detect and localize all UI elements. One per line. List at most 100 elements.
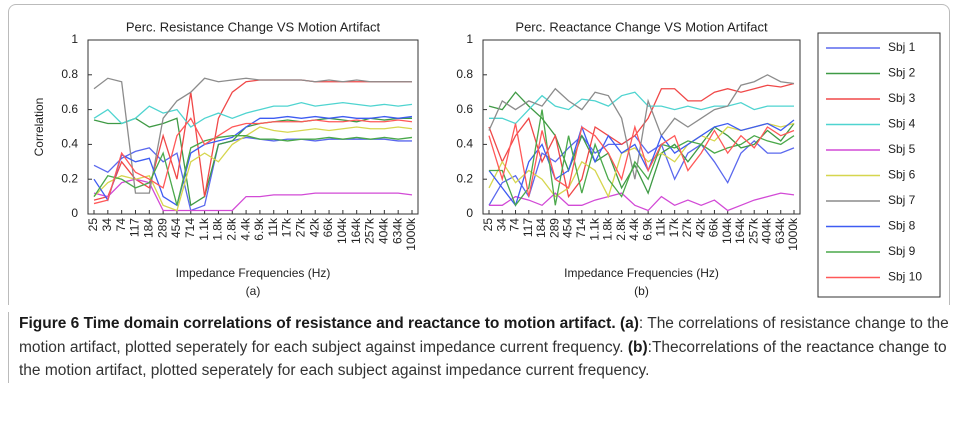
x-tick-label: 1.8k — [601, 217, 615, 241]
y-tick-label: 0 — [466, 206, 473, 220]
caption-text: : The correlations of resistance change … — [19, 315, 949, 356]
x-tick-label: 66k — [321, 217, 335, 237]
plot-area — [87, 39, 419, 215]
x-tick-label: 6.9k — [252, 217, 266, 241]
x-tick-label: 404k — [760, 217, 774, 244]
y-tick-label: 1 — [466, 32, 473, 46]
figure: Perc. Resistance Change VS Motion Artifa… — [32, 19, 941, 298]
legend-box — [817, 32, 941, 298]
series-line — [93, 126, 413, 212]
x-tick-label: 25 — [86, 218, 100, 232]
series-line — [93, 79, 412, 201]
x-tick-label: 1.1k — [197, 217, 211, 241]
plot-area — [482, 39, 801, 215]
series-line — [93, 77, 412, 194]
x-tick-label: 11k — [266, 217, 280, 236]
x-tick-label: 634k — [390, 217, 404, 244]
legend-label: Sbj 2 — [888, 66, 916, 80]
series-line — [93, 178, 413, 212]
x-tick-label: 117 — [128, 218, 142, 237]
x-tick-label: 4.4k — [238, 217, 252, 241]
x-tick-label: 184 — [141, 218, 155, 238]
x-tick-label: 164k — [349, 217, 363, 244]
x-tick-label: 289 — [547, 218, 561, 238]
series-line — [488, 91, 795, 195]
x-tick-label: 17k — [667, 217, 681, 237]
series-line — [488, 82, 795, 199]
x-tick-label: 66k — [707, 217, 721, 237]
x-tick-label: 454 — [561, 218, 575, 238]
caption-label: (b) — [627, 338, 648, 356]
y-tick-label: 0.6 — [61, 102, 78, 116]
x-tick-label: 104k — [720, 217, 734, 244]
series-line — [488, 134, 795, 206]
x-tick-label: 34 — [494, 218, 508, 232]
x-tick-label: 2.8k — [614, 217, 628, 241]
x-tick-label: 27k — [680, 217, 694, 237]
x-tick-label: 1000k — [404, 217, 418, 251]
y-axis-label: Correlation — [32, 98, 46, 157]
series-line — [489, 192, 795, 212]
chart-title: Perc. Resistance Change VS Motion Artifa… — [126, 19, 381, 34]
series-line — [93, 136, 412, 212]
x-tick-label: 11k — [654, 217, 668, 236]
caption-label: (a) — [619, 315, 639, 332]
x-tick-label: 404k — [377, 217, 391, 244]
legend-label: Sbj 6 — [888, 168, 916, 182]
y-tick-label: 1 — [71, 32, 78, 46]
series-line — [488, 119, 795, 207]
x-tick-label: 74 — [508, 218, 522, 232]
series-line — [489, 91, 794, 125]
y-tick-label: 0.8 — [61, 67, 78, 81]
x-tick-label: 1000k — [786, 217, 800, 251]
legend-label: Sbj 1 — [888, 40, 916, 54]
chart-title: Perc. Reactance Change VS Motion Artifac… — [515, 19, 768, 34]
y-tick-label: 0.2 — [61, 171, 78, 185]
series-line — [489, 109, 795, 207]
x-tick-label: 6.9k — [640, 217, 654, 241]
caption-title: Figure 6 Time domain correlations of res… — [19, 315, 616, 332]
series-line — [488, 123, 795, 197]
x-tick-label: 714 — [574, 218, 588, 238]
x-tick-label: 184 — [534, 218, 548, 238]
x-tick-label: 2.8k — [224, 217, 238, 241]
series-line — [93, 115, 413, 207]
x-tick-label: 117 — [521, 218, 535, 237]
x-tick-label: 4.4k — [627, 217, 641, 241]
y-tick-label: 0 — [71, 206, 78, 220]
series-line — [488, 74, 795, 180]
legend-label: Sbj 5 — [888, 142, 916, 156]
x-tick-label: 714 — [183, 218, 197, 238]
x-tick-label: 74 — [114, 218, 128, 232]
series-line — [93, 101, 413, 128]
series-line — [488, 122, 795, 199]
figure-frame — [8, 4, 950, 305]
panel-label: (a) — [246, 284, 261, 298]
x-tick-label: 634k — [773, 217, 787, 244]
y-tick-label: 0.8 — [456, 67, 473, 81]
legend-label: Sbj 10 — [888, 270, 922, 284]
caption-text: :Thecorrelations of the reactance change… — [19, 338, 947, 380]
legend-label: Sbj 7 — [888, 193, 916, 207]
legend-label: Sbj 3 — [888, 91, 916, 105]
x-tick-label: 164k — [733, 217, 747, 244]
x-tick-label: 25 — [481, 218, 495, 232]
x-tick-label: 289 — [155, 218, 169, 238]
x-tick-label: 34 — [100, 218, 114, 232]
x-tick-label: 104k — [335, 217, 349, 244]
x-axis-label: Impedance Frequencies (Hz) — [176, 266, 331, 280]
panel-label: (b) — [634, 284, 649, 298]
caption: Figure 6 Time domain correlations of res… — [8, 312, 949, 383]
x-tick-label: 42k — [307, 217, 321, 237]
y-tick-label: 0.2 — [456, 171, 473, 185]
legend-label: Sbj 8 — [888, 219, 916, 233]
y-tick-label: 0.4 — [61, 137, 78, 151]
series-line — [93, 135, 413, 206]
y-tick-label: 0.6 — [456, 102, 473, 116]
x-tick-label: 27k — [294, 217, 308, 237]
x-axis-label: Impedance Frequencies (Hz) — [564, 266, 719, 280]
legend-label: Sbj 9 — [888, 244, 916, 258]
x-tick-label: 17k — [280, 217, 294, 237]
x-tick-label: 1.8k — [211, 217, 225, 241]
